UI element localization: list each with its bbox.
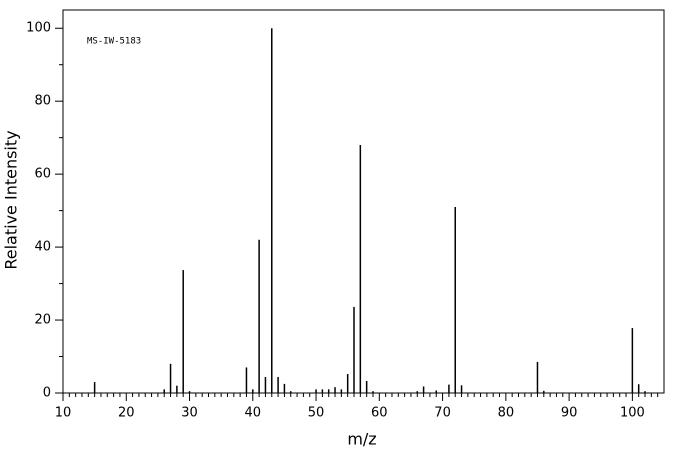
x-tick-label: 20 bbox=[118, 406, 135, 421]
x-tick-label: 60 bbox=[371, 406, 388, 421]
y-tick-label: 0 bbox=[43, 386, 51, 401]
x-tick-label: 80 bbox=[498, 406, 515, 421]
x-axis-label: m/z bbox=[347, 430, 376, 449]
x-tick-label: 30 bbox=[181, 406, 198, 421]
y-axis-label: Relative Intensity bbox=[2, 130, 21, 269]
x-tick-label: 10 bbox=[55, 406, 72, 421]
y-tick-label: 100 bbox=[26, 21, 51, 36]
plot-frame bbox=[62, 9, 665, 394]
y-tick-label: 40 bbox=[34, 240, 51, 255]
annotation: MS-IW-5183 bbox=[87, 37, 141, 47]
x-tick-label: 50 bbox=[308, 406, 325, 421]
x-tick-label: 70 bbox=[434, 406, 451, 421]
x-tick-label: 40 bbox=[245, 406, 262, 421]
y-tick-label: 60 bbox=[34, 167, 51, 182]
x-tick-label: 90 bbox=[561, 406, 578, 421]
x-tick-label: 100 bbox=[620, 406, 645, 421]
y-tick-label: 20 bbox=[34, 313, 51, 328]
y-tick-label: 80 bbox=[34, 94, 51, 109]
